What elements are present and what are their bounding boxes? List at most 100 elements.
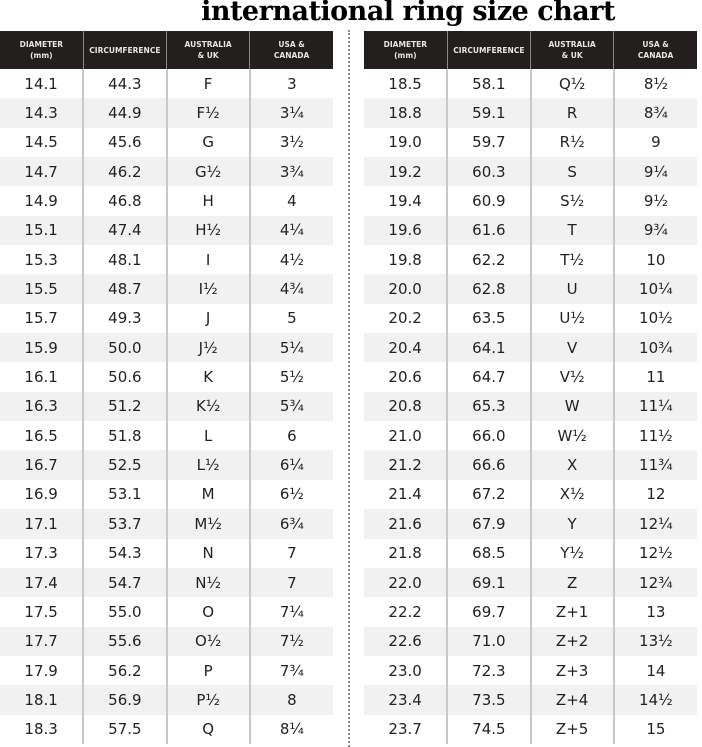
cell-diameter: 18.5 <box>388 74 422 93</box>
cell-circumference: 71.0 <box>446 626 531 656</box>
table-row: 22.6 71.0 Z+2 13½ <box>364 626 697 656</box>
cell-australia-uk: Z+1 <box>529 597 614 627</box>
cell-diameter: 15.3 <box>24 250 58 269</box>
cell-australia-uk: M <box>165 479 250 510</box>
cell-diameter: 15.7 <box>24 309 58 328</box>
cell-australia-uk: H <box>165 186 250 216</box>
cell-usa-canada: 9½ <box>612 186 697 216</box>
cell-australia-uk: Z+5 <box>529 714 614 744</box>
cell-usa-canada: 14½ <box>612 685 697 715</box>
cell-australia-uk: L½ <box>165 450 250 480</box>
cell-australia-uk: O <box>165 597 250 627</box>
table-row: 15.1 47.4 H½ 4¼ <box>0 215 333 246</box>
header-australia-uk: AUSTRALIA & UK <box>529 31 614 69</box>
cell-circumference: 67.9 <box>446 509 531 539</box>
cell-circumference: 69.7 <box>446 597 531 627</box>
table-row: 17.1 53.7 M½ 6¾ <box>0 509 333 539</box>
cell-circumference: 65.3 <box>446 391 531 422</box>
table-row: 16.5 51.8 L 6 <box>0 421 333 451</box>
cell-australia-uk: K½ <box>165 391 250 422</box>
cell-australia-uk: Z <box>529 567 614 598</box>
cell-usa-canada: 9¾ <box>612 215 697 246</box>
cell-usa-canada: 5½ <box>248 362 333 392</box>
cell-usa-canada: 6 <box>248 421 333 451</box>
cell-circumference: 51.2 <box>82 391 167 422</box>
table-row: 20.8 65.3 W 11¼ <box>364 391 697 422</box>
table-row: 14.1 44.3 F 3 <box>0 69 333 99</box>
cell-usa-canada: 11 <box>612 362 697 392</box>
table-row: 15.5 48.7 I½ 4¾ <box>0 274 333 304</box>
cell-usa-canada: 4 <box>248 186 333 216</box>
table-row: 22.2 69.7 Z+1 13 <box>364 597 697 627</box>
cell-circumference: 54.3 <box>82 538 167 568</box>
cell-usa-canada: 7 <box>248 538 333 568</box>
cell-circumference: 54.7 <box>82 567 167 598</box>
cell-australia-uk: N½ <box>165 567 250 598</box>
table-row: 16.9 53.1 M 6½ <box>0 479 333 510</box>
table-row: 17.5 55.0 O 7¼ <box>0 597 333 627</box>
table-row: 14.5 45.6 G 3½ <box>0 127 333 158</box>
cell-australia-uk: R½ <box>529 127 614 158</box>
table-row: 14.9 46.8 H 4 <box>0 186 333 216</box>
table-row: 15.9 50.0 J½ 5¼ <box>0 333 333 363</box>
cell-usa-canada: 11½ <box>612 421 697 451</box>
cell-diameter: 17.3 <box>24 544 58 563</box>
header-diameter: DIAMETER (mm) <box>0 31 84 69</box>
cell-australia-uk: I½ <box>165 274 250 304</box>
cell-australia-uk: J½ <box>165 333 250 363</box>
cell-diameter: 22.2 <box>388 602 422 621</box>
cell-circumference: 55.0 <box>82 597 167 627</box>
table-row: 16.7 52.5 L½ 6¼ <box>0 450 333 480</box>
table-row: 17.3 54.3 N 7 <box>0 538 333 568</box>
cell-circumference: 62.8 <box>446 274 531 304</box>
cell-diameter: 17.7 <box>0 626 84 656</box>
table-row: 19.0 59.7 R½ 9 <box>364 127 697 158</box>
cell-usa-canada: 5¼ <box>248 333 333 363</box>
cell-diameter: 16.9 <box>24 485 58 504</box>
table-row: 21.8 68.5 Y½ 12½ <box>364 538 697 568</box>
cell-australia-uk: Z+2 <box>529 626 614 656</box>
cell-circumference: 46.2 <box>82 157 167 187</box>
cell-diameter: 23.0 <box>388 661 422 680</box>
cell-diameter: 18.1 <box>0 685 84 715</box>
cell-diameter: 21.2 <box>364 450 448 480</box>
table-row: 18.1 56.9 P½ 8 <box>0 685 333 715</box>
cell-circumference: 63.5 <box>446 303 531 334</box>
header-circumference: CIRCUMFERENCE <box>82 31 167 69</box>
cell-usa-canada: 4¼ <box>248 215 333 246</box>
cell-circumference: 46.8 <box>82 186 167 216</box>
cell-usa-canada: 5¾ <box>248 391 333 422</box>
cell-diameter: 18.8 <box>364 98 448 128</box>
cell-circumference: 62.2 <box>446 245 531 275</box>
cell-australia-uk: N <box>165 538 250 568</box>
table-row: 16.3 51.2 K½ 5¾ <box>0 391 333 422</box>
cell-circumference: 73.5 <box>446 685 531 715</box>
cell-circumference: 60.9 <box>446 186 531 216</box>
table-row: 16.1 50.6 K 5½ <box>0 362 333 392</box>
cell-diameter: 19.8 <box>388 250 422 269</box>
cell-circumference: 47.4 <box>82 215 167 246</box>
cell-usa-canada: 10¼ <box>612 274 697 304</box>
cell-diameter: 14.5 <box>24 133 58 152</box>
cell-usa-canada: 7¾ <box>248 655 333 686</box>
cell-australia-uk: S <box>529 157 614 187</box>
header-diameter: DIAMETER (mm) <box>364 31 448 69</box>
cell-diameter: 16.3 <box>0 391 84 422</box>
cell-australia-uk: Z+3 <box>529 655 614 686</box>
table-row: 20.2 63.5 U½ 10½ <box>364 303 697 334</box>
header-usa-canada: USA & CANADA <box>249 31 333 69</box>
cell-diameter: 20.8 <box>364 391 448 422</box>
table-header-row: DIAMETER (mm) CIRCUMFERENCE AUSTRALIA & … <box>364 31 697 69</box>
cell-australia-uk: I <box>165 245 250 275</box>
cell-diameter: 19.2 <box>364 157 448 187</box>
cell-circumference: 50.6 <box>82 362 167 392</box>
cell-diameter: 17.4 <box>0 567 84 598</box>
cell-circumference: 55.6 <box>82 626 167 656</box>
cell-circumference: 68.5 <box>446 538 531 568</box>
cell-usa-canada: 8 <box>248 685 333 715</box>
cell-usa-canada: 6¾ <box>248 509 333 539</box>
cell-diameter: 23.7 <box>388 720 422 739</box>
table-row: 18.8 59.1 R 8¾ <box>364 98 697 128</box>
table-row: 18.3 57.5 Q 8¼ <box>0 714 333 744</box>
cell-usa-canada: 8¼ <box>248 714 333 744</box>
